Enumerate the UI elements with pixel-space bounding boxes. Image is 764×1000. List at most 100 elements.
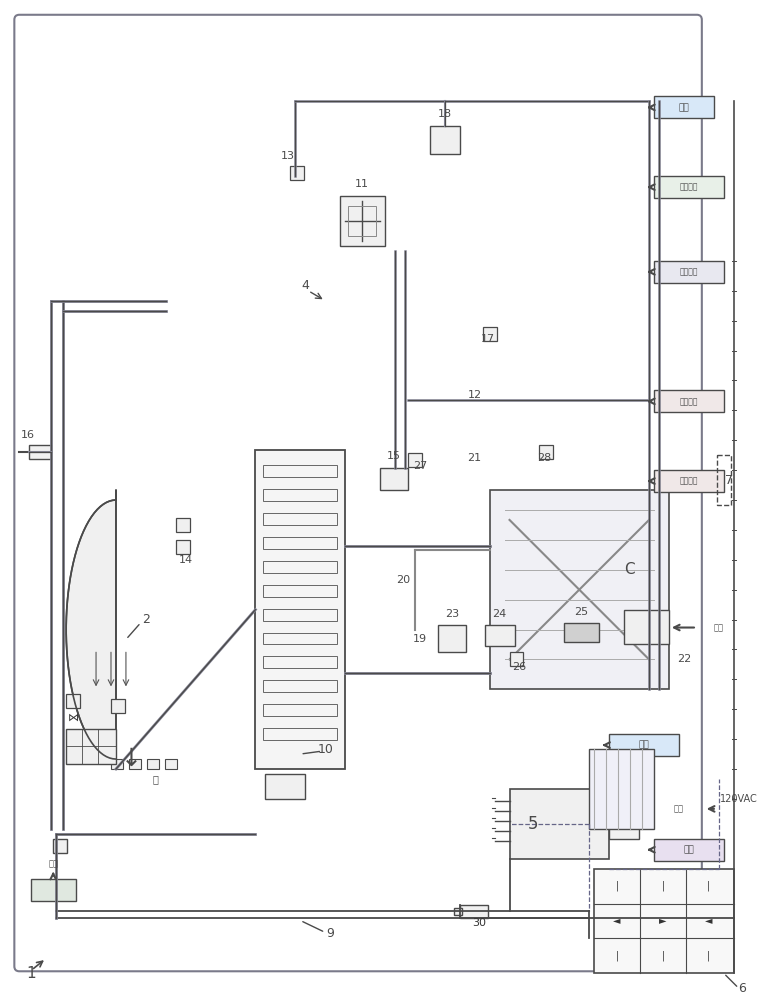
Text: 热正水器: 热正水器 (680, 267, 698, 276)
Bar (264, 585, 337, 597)
Text: |: | (616, 950, 619, 961)
Bar (408, 453, 422, 467)
Bar (53, 839, 67, 853)
Bar (290, 166, 304, 180)
Bar (264, 489, 337, 501)
Bar (565, 623, 599, 642)
Text: |: | (616, 880, 619, 891)
Text: 4: 4 (301, 279, 309, 292)
Bar (510, 652, 523, 666)
Text: 23: 23 (445, 609, 459, 619)
Text: 22: 22 (677, 654, 691, 664)
Text: 10: 10 (317, 743, 333, 756)
Text: 冷正水器: 冷正水器 (680, 183, 698, 192)
Bar (264, 704, 337, 716)
Text: 6: 6 (738, 982, 746, 995)
Bar (510, 789, 609, 859)
Bar (264, 465, 337, 477)
Text: 28: 28 (537, 453, 552, 463)
Bar (255, 450, 345, 769)
Bar (264, 537, 337, 549)
Bar (265, 774, 306, 799)
Text: 25: 25 (575, 607, 588, 617)
Bar (264, 680, 337, 692)
Bar (147, 759, 159, 769)
Bar (165, 759, 176, 769)
Bar (176, 540, 189, 554)
Bar (31, 879, 76, 901)
Bar (264, 633, 337, 644)
Bar (609, 734, 679, 756)
Text: ↓: ↓ (121, 747, 141, 771)
Text: 18: 18 (438, 109, 452, 119)
Text: 2: 2 (142, 613, 150, 626)
Polygon shape (66, 490, 116, 769)
Text: 17: 17 (481, 334, 494, 344)
Text: 气水: 气水 (48, 859, 58, 868)
Bar (66, 694, 80, 708)
Bar (340, 196, 385, 246)
Text: 16: 16 (21, 430, 35, 440)
Bar (264, 728, 337, 740)
Text: 1: 1 (27, 966, 36, 981)
Text: 19: 19 (413, 634, 427, 644)
Text: 14: 14 (179, 555, 193, 565)
Bar (654, 839, 724, 861)
Text: 24: 24 (493, 609, 507, 619)
Bar (460, 905, 487, 918)
Text: 冷水: 冷水 (678, 103, 689, 112)
Bar (111, 699, 125, 713)
Text: 冷水: 冷水 (714, 623, 724, 632)
Bar (484, 625, 514, 646)
Text: 30: 30 (473, 918, 487, 928)
Bar (29, 445, 51, 459)
Bar (454, 908, 461, 915)
Bar (589, 749, 654, 829)
Text: 5: 5 (527, 815, 538, 833)
Text: 13: 13 (280, 151, 294, 161)
Bar (654, 390, 724, 412)
Bar (483, 327, 497, 341)
Bar (654, 176, 724, 198)
Bar (264, 561, 337, 573)
Text: 暖气供给: 暖气供给 (680, 397, 698, 406)
Bar (438, 625, 466, 652)
Text: 20: 20 (396, 575, 410, 585)
Text: |: | (662, 950, 665, 961)
Text: ◄: ◄ (613, 915, 621, 925)
Bar (264, 513, 337, 525)
Text: 15: 15 (387, 451, 401, 461)
Text: 12: 12 (468, 390, 482, 400)
Text: C: C (623, 562, 634, 577)
Text: |: | (662, 880, 665, 891)
Text: ►: ► (659, 915, 667, 925)
Bar (490, 490, 669, 689)
Bar (609, 809, 639, 839)
Bar (264, 656, 337, 668)
Bar (348, 206, 376, 236)
Text: 27: 27 (413, 461, 427, 471)
Text: |: | (707, 950, 711, 961)
Bar (111, 759, 123, 769)
Bar (539, 445, 553, 459)
Bar (717, 455, 730, 505)
Bar (654, 470, 724, 492)
Text: 冷水: 冷水 (639, 741, 649, 750)
Text: 热水: 热水 (684, 845, 694, 854)
Bar (594, 869, 733, 973)
Bar (129, 759, 141, 769)
Text: 120VAC: 120VAC (720, 794, 758, 804)
Bar (66, 729, 116, 764)
Text: 11: 11 (355, 179, 369, 189)
Bar (430, 126, 460, 154)
Text: 26: 26 (513, 662, 526, 672)
Bar (264, 609, 337, 621)
Bar (654, 261, 724, 283)
Bar (654, 96, 714, 118)
Text: 暖气回路: 暖气回路 (680, 477, 698, 486)
Bar (176, 518, 189, 532)
Text: 9: 9 (326, 927, 334, 940)
Text: |: | (707, 880, 711, 891)
Bar (624, 610, 669, 644)
Text: 7: 7 (725, 474, 733, 487)
